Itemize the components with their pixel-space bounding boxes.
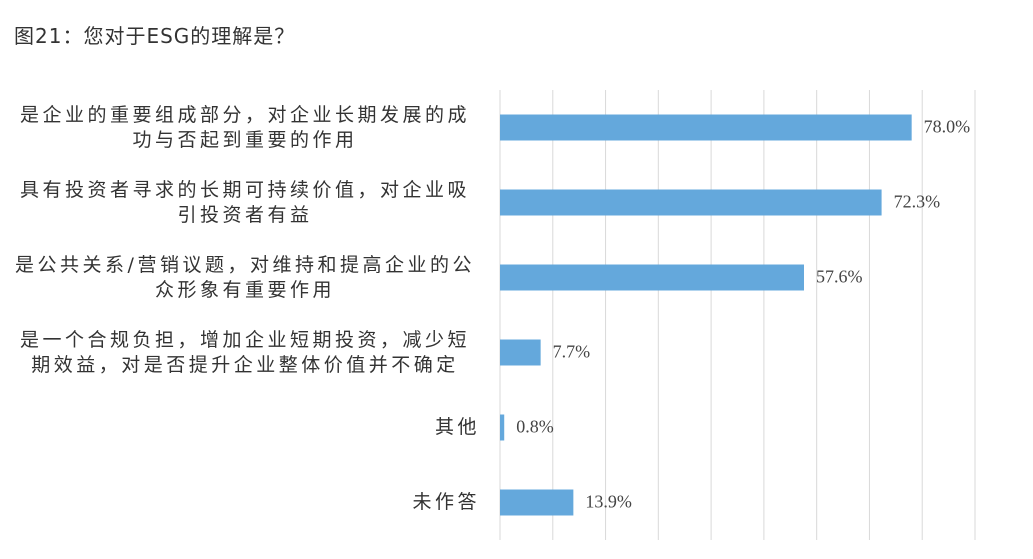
y-tick-label: 是企业的重要组成部分，对企业长期发展的成功与否起到重要的作用	[19, 103, 470, 151]
value-label: 72.3%	[894, 192, 941, 212]
category-label-box: 是一个合规负担，增加企业短期投资，减少短期效益，对是否提升企业整体价值并不确定	[10, 323, 480, 383]
chart-title: 图21：您对于ESG的理解是？	[14, 24, 296, 48]
bar	[500, 339, 541, 366]
value-label: 78.0%	[924, 117, 971, 137]
category-label-box: 未作答	[10, 473, 480, 533]
bar	[500, 489, 574, 516]
value-label: 57.6%	[816, 267, 863, 287]
bar	[500, 189, 882, 216]
value-label: 7.7%	[553, 342, 591, 362]
bar	[500, 264, 804, 291]
category-label-box: 具有投资者寻求的长期可持续价值，对企业吸引投资者有益	[10, 173, 480, 233]
y-tick-label: 具有投资者寻求的长期可持续价值，对企业吸引投资者有益	[19, 178, 470, 226]
y-tick-label: 是公共关系/营销议题，对维持和提高企业的公众形象有重要作用	[15, 253, 475, 301]
y-tick-label: 其他	[434, 416, 480, 438]
bar	[500, 114, 912, 141]
category-label-box: 其他	[10, 398, 480, 458]
y-tick-label: 未作答	[412, 491, 480, 513]
y-tick-label: 是一个合规负担，增加企业短期投资，减少短期效益，对是否提升企业整体价值并不确定	[19, 328, 470, 376]
value-label: 0.8%	[516, 417, 554, 437]
category-label-box: 是企业的重要组成部分，对企业长期发展的成功与否起到重要的作用	[10, 98, 480, 158]
bar	[500, 414, 505, 441]
category-label-box: 是公共关系/营销议题，对维持和提高企业的公众形象有重要作用	[10, 248, 480, 308]
value-label: 13.9%	[585, 492, 632, 512]
